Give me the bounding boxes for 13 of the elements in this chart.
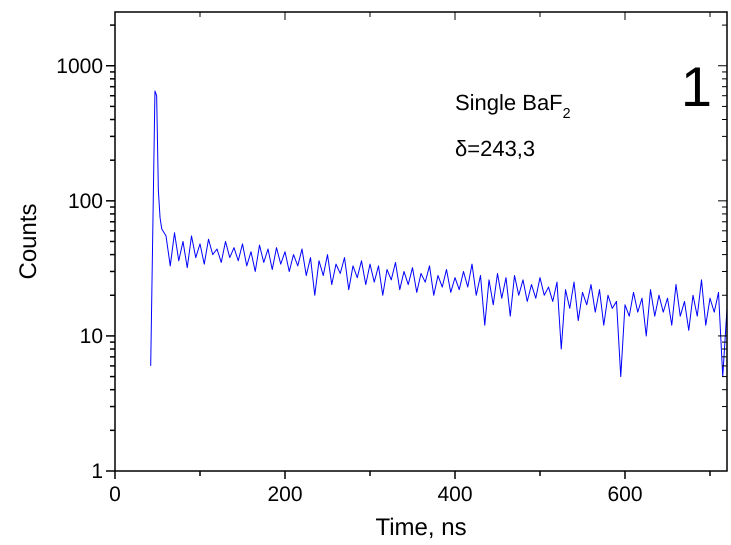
x-tick-label: 200 bbox=[267, 483, 303, 506]
annotation: 1 bbox=[680, 55, 712, 118]
y-tick-label: 1000 bbox=[56, 54, 103, 78]
x-tick-label: 400 bbox=[437, 483, 473, 506]
y-tick-label: 100 bbox=[68, 190, 103, 213]
y-axis-title: Counts bbox=[15, 203, 42, 280]
x-tick-label: 0 bbox=[109, 483, 121, 506]
annotation: δ=243,3 bbox=[455, 136, 536, 161]
x-axis-title: Time, ns bbox=[375, 514, 467, 541]
y-tick-label: 1 bbox=[91, 460, 103, 483]
x-tick-label: 600 bbox=[607, 483, 643, 506]
annotation: Single BaF$_{2}$ bbox=[455, 90, 571, 122]
y-tick-label: 10 bbox=[80, 324, 103, 348]
